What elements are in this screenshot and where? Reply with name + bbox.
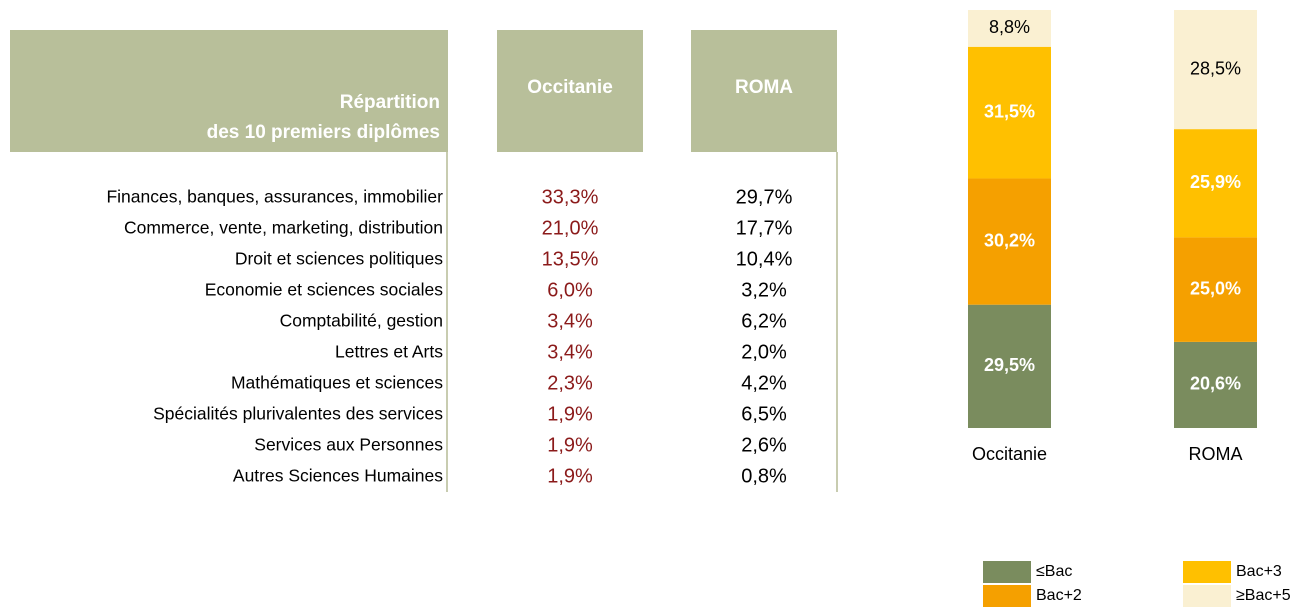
header-cell	[10, 30, 448, 152]
row-label: Mathématiques et sciences	[231, 373, 443, 393]
row-label: Commerce, vente, marketing, distribution	[124, 218, 443, 238]
cell-value: 2,3%	[547, 372, 593, 394]
header-title: des 10 premiers diplômes	[207, 122, 440, 143]
header-cell	[691, 30, 837, 152]
cell-value: 6,5%	[741, 403, 787, 425]
column-header: Occitanie	[527, 77, 613, 98]
bar-segment	[1174, 341, 1257, 428]
legend-label: Bac+3	[1236, 563, 1282, 580]
legend-swatch	[1183, 561, 1231, 583]
row-label: Comptabilité, gestion	[280, 311, 443, 331]
data-label: 25,9%	[1190, 172, 1241, 192]
cell-value: 1,9%	[547, 465, 593, 487]
bar-segment	[1174, 129, 1257, 238]
category-label: Occitanie	[972, 444, 1047, 464]
cell-value: 21,0%	[542, 217, 599, 239]
cell-value: 6,0%	[547, 279, 593, 301]
cell-value: 10,4%	[736, 248, 793, 270]
data-label: 25,0%	[1190, 278, 1241, 298]
category-label: ROMA	[1189, 444, 1243, 464]
cell-value: 2,6%	[741, 434, 787, 456]
cell-value: 0,8%	[741, 465, 787, 487]
bar-segment	[968, 46, 1051, 179]
data-label: 29,5%	[984, 355, 1035, 375]
legend-label: Bac+2	[1036, 587, 1082, 604]
legend-swatch	[1183, 585, 1231, 607]
cell-value: 1,9%	[547, 434, 593, 456]
header-cell	[497, 30, 643, 152]
row-label: Autres Sciences Humaines	[233, 466, 443, 486]
row-label: Spécialités plurivalentes des services	[153, 404, 443, 424]
header-title: Répartition	[340, 92, 440, 113]
cell-value: 3,4%	[547, 310, 593, 332]
cell-value: 13,5%	[542, 248, 599, 270]
bar-segment	[1174, 237, 1257, 342]
bar-segment	[968, 178, 1051, 305]
data-label: 31,5%	[984, 101, 1035, 121]
data-label: 30,2%	[984, 230, 1035, 250]
data-label: 8,8%	[989, 17, 1030, 37]
cell-value: 17,7%	[736, 217, 793, 239]
legend-label: ≥Bac+5	[1236, 587, 1291, 604]
row-label: Lettres et Arts	[335, 342, 443, 362]
cell-value: 29,7%	[736, 186, 793, 208]
row-label: Economie et sciences sociales	[205, 280, 444, 300]
row-label: Finances, banques, assurances, immobilie…	[106, 187, 443, 207]
data-label: 20,6%	[1190, 374, 1241, 394]
cell-value: 3,4%	[547, 341, 593, 363]
bar-segment	[968, 304, 1051, 428]
legend-label: ≤Bac	[1036, 563, 1072, 580]
cell-value: 6,2%	[741, 310, 787, 332]
cell-value: 33,3%	[542, 186, 599, 208]
row-label: Services aux Personnes	[254, 435, 443, 455]
row-label: Droit et sciences politiques	[235, 249, 443, 269]
data-label: 28,5%	[1190, 58, 1241, 78]
bar-segment	[968, 10, 1051, 47]
cell-value: 3,2%	[741, 279, 787, 301]
column-header: ROMA	[735, 77, 793, 98]
cell-value: 2,0%	[741, 341, 787, 363]
bar-segment	[1174, 10, 1257, 130]
legend-swatch	[983, 561, 1031, 583]
cell-value: 4,2%	[741, 372, 787, 394]
legend-swatch	[983, 585, 1031, 607]
cell-value: 1,9%	[547, 403, 593, 425]
